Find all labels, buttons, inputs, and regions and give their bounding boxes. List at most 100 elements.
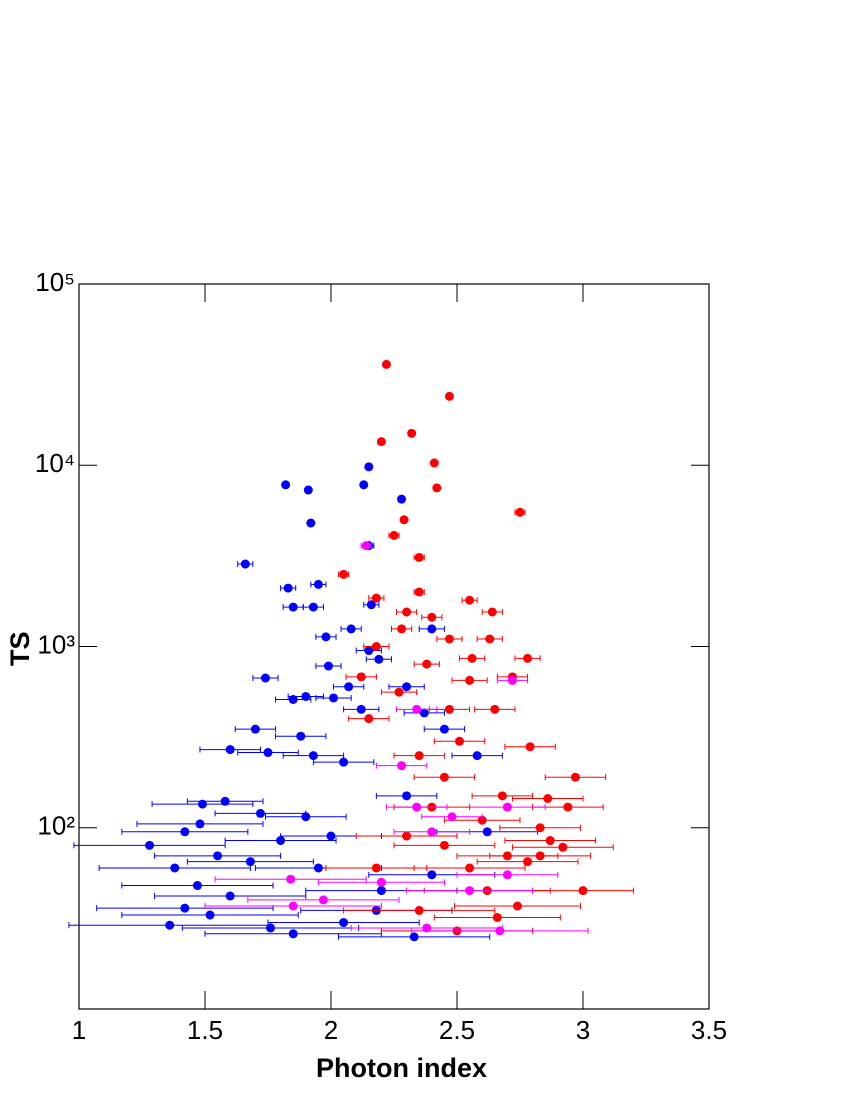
- point: [502, 870, 512, 880]
- point: [545, 836, 555, 846]
- point: [414, 552, 424, 562]
- point: [371, 593, 381, 603]
- point: [439, 724, 449, 734]
- point: [472, 751, 482, 761]
- point: [495, 926, 505, 936]
- point: [376, 877, 386, 887]
- y-tick-label: 10³: [37, 629, 75, 659]
- point: [414, 905, 424, 915]
- point: [439, 840, 449, 850]
- point: [288, 929, 298, 939]
- point: [366, 600, 376, 610]
- point: [364, 714, 374, 724]
- point: [444, 634, 454, 644]
- point: [339, 918, 349, 928]
- y-tick-label: 10⁵: [35, 267, 75, 297]
- point: [364, 646, 374, 656]
- x-tick-label: 3.5: [691, 1015, 727, 1045]
- point: [399, 515, 409, 525]
- point: [381, 359, 391, 369]
- point: [397, 761, 407, 771]
- point: [432, 483, 442, 493]
- point: [465, 863, 475, 873]
- point: [402, 831, 412, 841]
- point: [306, 518, 316, 528]
- point: [429, 458, 439, 468]
- point: [225, 891, 235, 901]
- x-tick-label: 2.5: [439, 1015, 475, 1045]
- point: [281, 480, 291, 490]
- point: [402, 607, 412, 617]
- point: [283, 583, 293, 593]
- point: [414, 751, 424, 761]
- point: [444, 704, 454, 714]
- point: [326, 831, 336, 841]
- point: [502, 802, 512, 812]
- point: [402, 682, 412, 692]
- point: [344, 682, 354, 692]
- point: [303, 485, 313, 495]
- point: [558, 842, 568, 852]
- point: [301, 812, 311, 822]
- point: [465, 675, 475, 685]
- point: [296, 731, 306, 741]
- point: [286, 874, 296, 884]
- x-axis-title: Photon index: [316, 1053, 487, 1083]
- point: [422, 923, 432, 933]
- y-tick-label: 10⁴: [35, 448, 75, 478]
- point: [477, 815, 487, 825]
- point: [376, 886, 386, 896]
- x-tick-label: 1: [72, 1015, 86, 1045]
- point: [205, 910, 215, 920]
- point: [356, 672, 366, 682]
- point: [213, 851, 223, 861]
- point: [578, 886, 588, 896]
- point: [318, 895, 328, 905]
- point: [301, 691, 311, 701]
- point: [465, 886, 475, 896]
- point: [492, 912, 502, 922]
- point: [339, 757, 349, 767]
- point: [412, 704, 422, 714]
- point: [444, 391, 454, 401]
- point: [371, 642, 381, 651]
- point: [323, 661, 333, 671]
- point: [180, 903, 190, 913]
- point: [263, 748, 273, 758]
- point: [321, 632, 331, 642]
- point: [455, 736, 465, 746]
- point: [525, 742, 535, 752]
- x-tick-label: 1.5: [187, 1015, 223, 1045]
- point: [419, 708, 429, 718]
- point: [427, 612, 437, 622]
- point: [515, 507, 525, 517]
- point: [523, 857, 533, 867]
- point: [266, 923, 276, 933]
- point: [313, 863, 323, 873]
- point: [502, 851, 512, 861]
- point: [570, 772, 580, 782]
- point: [245, 857, 255, 867]
- point: [329, 693, 339, 703]
- point: [407, 428, 417, 438]
- point: [427, 624, 437, 634]
- point: [563, 802, 573, 812]
- point: [313, 579, 323, 589]
- point: [359, 480, 369, 490]
- point: [165, 920, 175, 930]
- x-tick-label: 2: [324, 1015, 338, 1045]
- point: [145, 840, 155, 850]
- point: [346, 624, 356, 634]
- point: [523, 653, 533, 663]
- point: [439, 772, 449, 782]
- point: [192, 881, 202, 891]
- point: [276, 836, 286, 846]
- point: [170, 863, 180, 873]
- point: [482, 827, 492, 837]
- point: [308, 751, 318, 761]
- y-tick-label: 10²: [37, 811, 75, 841]
- point: [225, 745, 235, 755]
- point: [487, 607, 497, 617]
